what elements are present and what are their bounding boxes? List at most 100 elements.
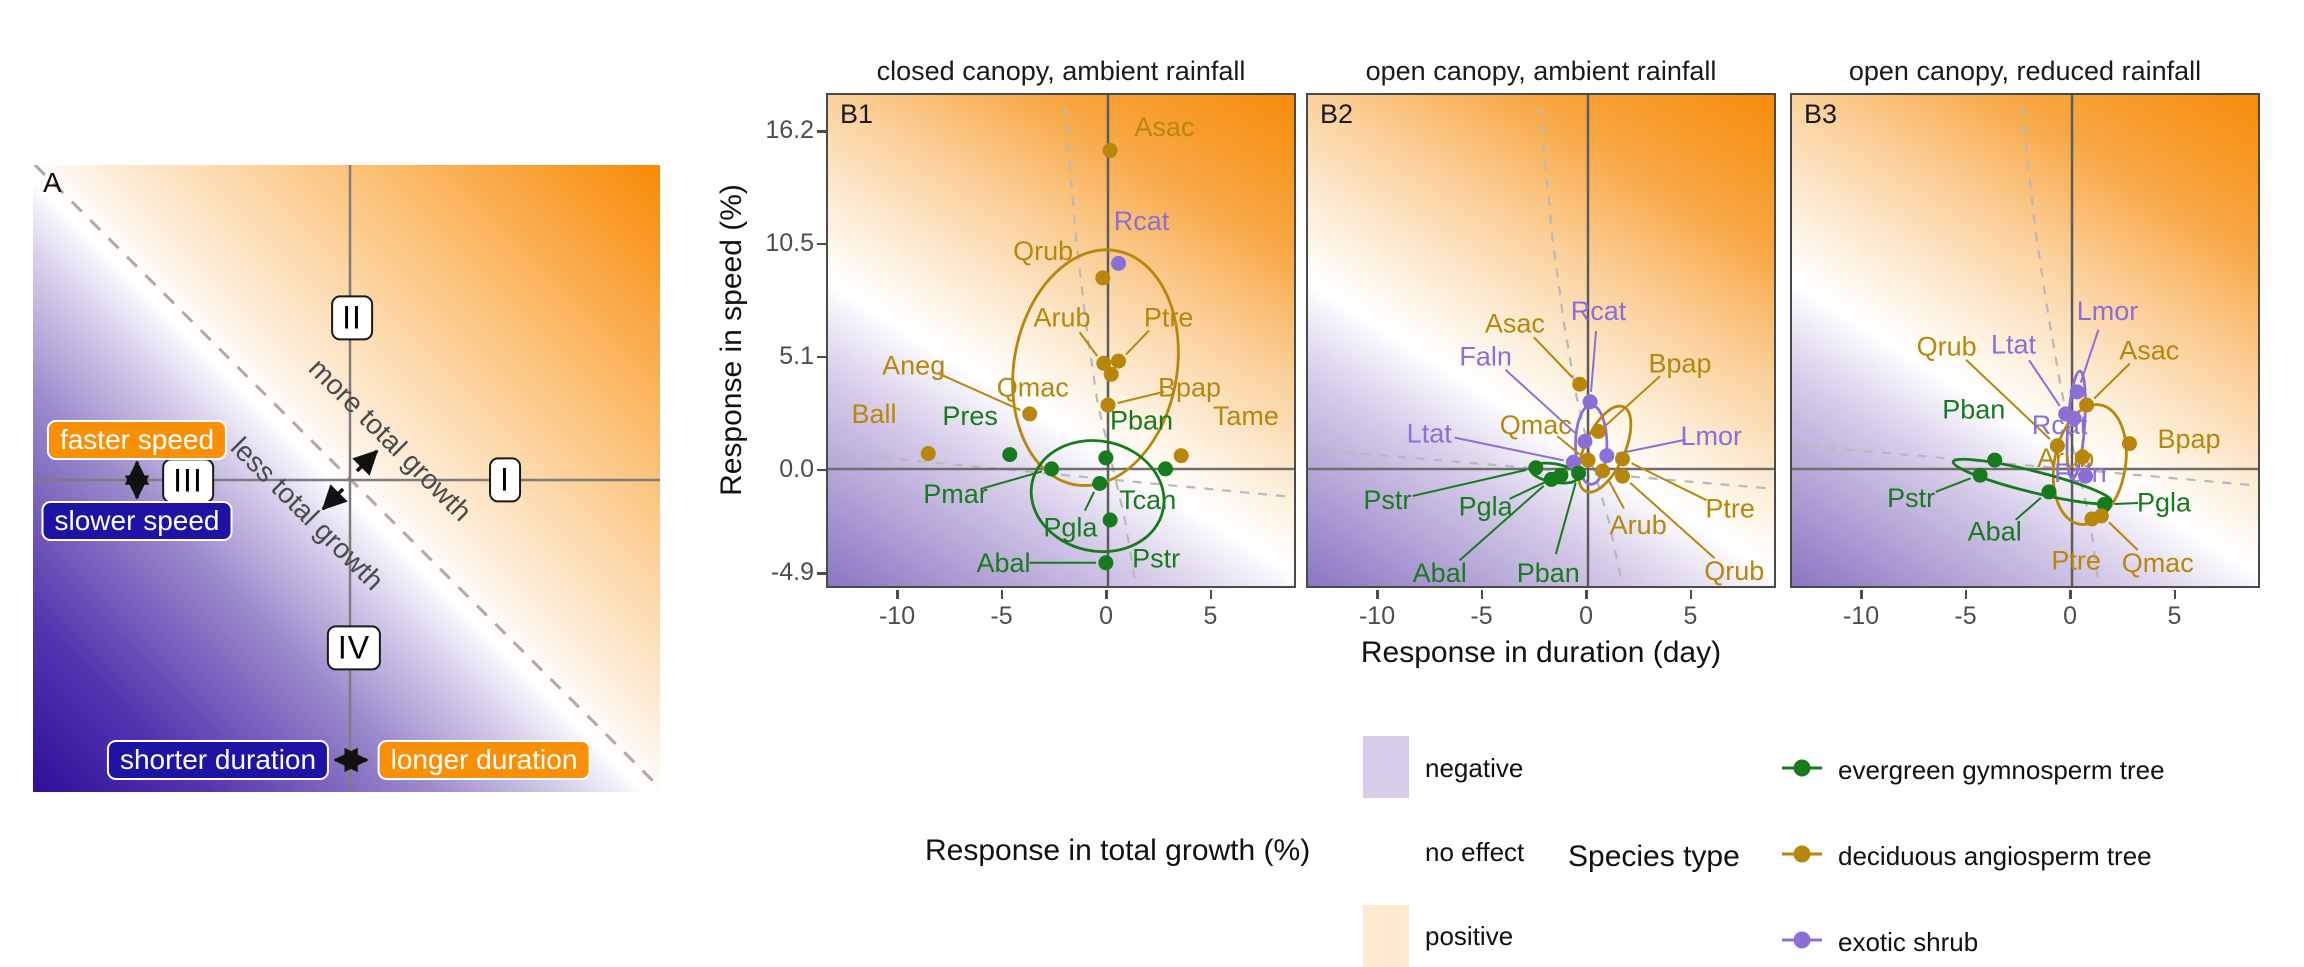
leader-line-Faln: [1504, 368, 1578, 436]
species-point-Pban: [1571, 465, 1587, 481]
species-label-Pstr: Pstr: [1132, 544, 1180, 574]
panel-b1: closed canopy, ambient rainfall Asac Rcat…: [826, 50, 1296, 630]
x-axis-title: Response in duration (day): [1360, 636, 1722, 669]
growth-legend-positive-label: positive: [1425, 921, 1514, 951]
species-label-Ball: Ball: [851, 399, 896, 429]
slower-speed-box: slower speed: [41, 501, 233, 541]
deciduous-marker-icon: [1780, 841, 1824, 872]
species-point-Pres: [1002, 447, 1018, 463]
species-label-Pmar: Pmar: [923, 479, 988, 509]
x-tick-mark: [1209, 590, 1212, 599]
arrow-less-growth-icon: [321, 484, 348, 511]
leader-line-Qmac: [1556, 435, 1581, 456]
x-tick-mark: [2069, 590, 2072, 599]
leader-line-Ptre: [1631, 462, 1707, 502]
species-label-Ptre: Ptre: [1144, 302, 1194, 332]
panel-b2-chart: Asac Rcat Bpap Faln Qmac Ltat Lmor Arub Ptre Qrub…: [1308, 95, 1774, 586]
species-label-Lmor: Lmor: [1681, 421, 1743, 451]
panel-b3: open canopy, reduced rainfall Lmor Ltat As…: [1790, 50, 2260, 630]
species-label-Arub: Arub: [2037, 443, 2094, 473]
leader-line-Arub: [1607, 478, 1625, 509]
species-label-Qrub: Qrub: [1013, 236, 1073, 266]
panel-b3-title: open canopy, reduced rainfall: [1848, 56, 2202, 86]
species-label-Ltat: Ltat: [1991, 329, 2037, 359]
species-point-Pgla: [2096, 496, 2112, 512]
leader-line-Pgla: [1083, 491, 1096, 512]
legend-marker-shape: [1782, 931, 1822, 948]
x-tick-mark: [1105, 590, 1108, 599]
y-axis-title: Response in speed (%): [715, 184, 748, 496]
no-effect-dashed-line: [828, 451, 1294, 499]
x-tick-label: 0: [2063, 602, 2077, 630]
panel-b1-plot-area: Asac Rcat Qrub Arub Ptre Qmac Bpap Aneg Ball Tame…: [826, 93, 1296, 588]
species-label-Faln: Faln: [1459, 342, 1512, 372]
species-point-Faln: [2078, 468, 2094, 484]
shorter-duration-box: shorter duration: [106, 740, 330, 780]
species-point-Abal: [1543, 471, 1559, 487]
y-tick-mark: [817, 572, 826, 575]
species-point-Pgla: [1092, 476, 1108, 491]
leader-line-Aneg: [937, 372, 1021, 411]
species-point-Pban: [1098, 450, 1114, 466]
x-tick-mark: [896, 590, 899, 599]
species-point-Qrub: [1615, 468, 1630, 484]
species-point-Rcat: [2066, 410, 2082, 426]
species-label-Qmac: Qmac: [1500, 410, 1572, 440]
species-label-Pres: Pres: [942, 401, 998, 431]
species-label-Aneg: Aneg: [882, 351, 945, 381]
species-point-Bpap: [1591, 424, 1606, 439]
panel-a-shapes: [33, 163, 662, 792]
confidence-ellipse-d: [1011, 248, 1180, 487]
species-point-Qrub: [2049, 438, 2065, 454]
panel-b1-chart: Asac Rcat Qrub Arub Ptre Qmac Bpap Aneg Ball Tame…: [828, 95, 1294, 586]
species-label-Pstr: Pstr: [1887, 483, 1935, 513]
species-point-Qmac: [1103, 366, 1119, 382]
panel-a-conceptual-diagram: A I II III IV more total growth less tot…: [33, 163, 662, 792]
species-legend-exotic-label: exotic shrub: [1838, 926, 1979, 957]
longer-duration-box: longer duration: [377, 740, 591, 780]
evergreen-marker-icon: [1780, 755, 1824, 786]
species-point-Arub: [1595, 463, 1611, 479]
species-label-Tame: Tame: [1213, 401, 1279, 431]
confidence-ellipse-g: [1029, 439, 1166, 554]
species-point-Aneg: [1022, 406, 1038, 422]
legend-marker-shape: [1782, 845, 1822, 862]
x-tick-label: -10: [1358, 602, 1396, 630]
species-point-Bpap: [2122, 436, 2137, 452]
arrow-more-growth-icon: [352, 449, 379, 476]
species-point-Ball: [920, 446, 936, 461]
panel-b2-plot-area: Asac Rcat Bpap Faln Qmac Ltat Lmor Arub Ptre Qrub…: [1306, 93, 1776, 588]
species-label-Pgla: Pgla: [1043, 512, 1098, 542]
x-tick-mark: [1860, 590, 1863, 599]
x-tick-label: 5: [1203, 602, 1218, 630]
species-point-Lmor: [2069, 384, 2085, 400]
leader-line-Qrub: [1965, 358, 2051, 440]
legend-marker-shape: [1782, 759, 1822, 776]
y-tick-mark: [817, 242, 826, 246]
leader-line-Pban: [1554, 482, 1577, 555]
x-tick-mark: [1480, 590, 1484, 599]
panel-a-tag: A: [43, 167, 62, 198]
y-tick-label: -4.9: [770, 558, 814, 586]
species-legend-item-evergreen: evergreen gymnosperm tree: [1780, 754, 2165, 786]
y-tick-label: 16.2: [765, 116, 814, 145]
species-label-Abal: Abal: [1413, 558, 1467, 586]
x-tick-label: -5: [1954, 602, 1977, 630]
growth-legend-negative-label: negative: [1425, 753, 1524, 783]
leader-line-Qmac: [2108, 521, 2139, 551]
quadrant-label-iv: IV: [326, 625, 382, 671]
species-label-Qmac: Qmac: [2122, 548, 2194, 578]
panel-b2-title: open canopy, ambient rainfall: [1365, 56, 1717, 86]
species-point-Tcan: [1158, 461, 1173, 477]
species-point-Pban: [1987, 452, 2003, 468]
species-point-Bpap: [1100, 397, 1116, 413]
leader-line-Rcat: [1590, 330, 1598, 392]
x-tick-label: -10: [878, 602, 916, 630]
species-point-Pstr: [1972, 467, 1988, 483]
leader-line-Bpap: [1605, 375, 1661, 426]
species-label-Pban: Pban: [1942, 395, 2005, 425]
x-tick-label: -10: [1842, 602, 1880, 630]
species-label-Abal: Abal: [976, 548, 1030, 578]
